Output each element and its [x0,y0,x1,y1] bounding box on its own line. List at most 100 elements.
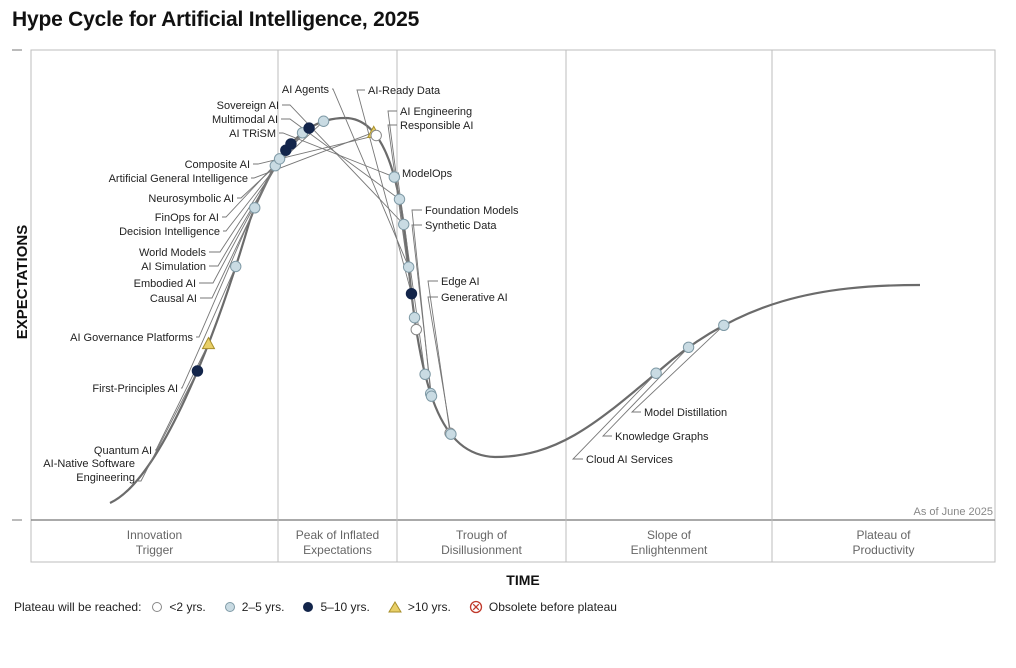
leader-line-ai-governance-platforms [196,207,256,338]
tech-marker-modelops [419,368,431,380]
leader-line-synthetic-data [411,224,432,397]
tech-marker-knowledge-graphs [682,341,695,354]
legend-item-lt2: <2 yrs. [151,600,206,614]
tech-marker-ai-governance-platforms [249,202,261,214]
tech-label-artificial-general-intelligence: Artificial General Intelligence [109,173,248,185]
tech-marker-first-principles-ai [230,260,242,273]
tech-label-edge-ai: Edge AI [441,276,480,288]
tech-marker-composite-ai [370,129,382,142]
tech-label-cloud-ai-services: Cloud AI Services [586,454,673,466]
x-axis-label: TIME [506,572,539,588]
legend-title: Plateau will be reached: [14,600,142,614]
tech-marker-generative-ai [445,428,457,440]
tech-marker-embodied-ai [273,153,286,165]
phase-label-plateau-of-productivity: Plateau of Productivity [852,528,914,557]
tech-marker-world-models [285,138,297,150]
tech-label-responsible-ai: Responsible AI [400,120,473,132]
tech-marker-ai-trism [388,171,401,183]
tech-label-ai-governance-platforms: AI Governance Platforms [70,332,193,344]
leader-line-multimodal-ai [281,118,400,200]
leader-line-ai-agents [332,88,410,268]
leader-line-sovereign-ai [282,104,405,225]
lightblue-circle-icon [224,602,235,612]
tech-label-modelops: ModelOps [402,168,453,180]
leader-line-generative-ai [427,296,452,435]
white-circle-icon [152,602,163,612]
tech-label-first-principles-ai: First-Principles AI [92,383,178,395]
tech-label-embodied-ai: Embodied AI [134,278,196,290]
as-of-note: As of June 2025 [913,506,993,518]
legend-item-gt10: >10 yrs. [387,600,451,614]
leader-line-embodied-ai [199,158,280,284]
phase-labels: Innovation Trigger Peak of Inflated Expecta… [127,528,915,557]
plot-border [30,49,996,563]
phase-label-slope-of-enlightenment: Slope of Enlightenment [631,528,708,557]
plot-frame [12,49,996,563]
leader-line-model-distillation [630,324,725,413]
tech-label-generative-ai: Generative AI [441,292,508,304]
tech-marker-model-distillation [718,319,730,331]
tech-label-model-distillation: Model Distillation [644,407,727,419]
tech-label-finops-for-ai: FinOps for AI [155,212,219,224]
chart-title: Hype Cycle for Artificial Intelligence, … [12,8,420,31]
legend-label-obsolete: Obsolete before plateau [488,600,617,614]
leader-line-ai-ready-data [356,89,412,294]
yellow-triangle-icon [387,601,402,613]
tech-label-ai-agents: AI Agents [282,84,330,96]
legend-label-lt2: <2 yrs. [169,600,206,614]
phase-label-peak-of-inflated-expectations: Peak of Inflated Expectations [296,528,379,557]
tech-label-composite-ai: Composite AI [185,159,250,171]
legend-label-gt10: >10 yrs. [407,600,451,614]
tech-label-ai-native-software-engineering: AI-Native Software Engineering [43,458,135,484]
tech-marker-cloud-ai-services [650,367,662,379]
leader-line-ai-trism [279,132,395,178]
tech-label-sovereign-ai: Sovereign AI [217,100,279,112]
tech-marker-ai-ready-data [405,287,418,300]
red-x-circle-icon [469,600,483,614]
tech-marker-ai-engineering [408,311,421,324]
legend-label-5to10: 5–10 yrs. [320,600,370,614]
leader-line-responsible-ai [387,124,417,330]
leader-line-ai-native-software-engineering [138,370,198,482]
tech-marker-neurosymbolic-ai [317,115,330,127]
tech-marker-ai-native-software-engineering [191,365,204,377]
phase-label-innovation-trigger: Innovation Trigger [127,528,182,557]
legend-item-2to5: 2–5 yrs. [224,600,284,614]
leader-line-quantum-ai [155,343,209,451]
tech-marker-finops-for-ai [303,122,315,134]
legend-item-obsolete: Obsolete before plateau [469,600,617,614]
y-axis-label: EXPECTATIONS [14,225,31,339]
tech-label-ai-engineering: AI Engineering [400,106,472,118]
leader-line-edge-ai [427,280,451,434]
leader-line-artificial-general-intelligence [251,131,374,179]
tech-label-knowledge-graphs: Knowledge Graphs [615,431,709,443]
legend-item-5to10: 5–10 yrs. [302,600,370,614]
tech-marker-responsible-ai [410,323,422,336]
tech-label-foundation-models: Foundation Models [425,205,519,217]
leader-line-composite-ai [253,135,377,165]
legend: Plateau will be reached: <2 yrs. 2–5 yrs… [14,597,635,617]
leader-line-ai-simulation [209,149,287,267]
leader-line-neurosymbolic-ai [237,120,324,199]
tech-label-neurosymbolic-ai: Neurosymbolic AI [148,193,234,205]
navy-circle-icon [303,602,314,612]
leader-line-first-principles-ai [181,266,237,389]
tech-marker-ai-agents [402,261,415,273]
tech-label-synthetic-data: Synthetic Data [425,220,497,232]
tech-label-multimodal-ai: Multimodal AI [212,114,278,126]
tech-marker-multimodal-ai [393,193,406,205]
tech-marker-synthetic-data [425,390,438,402]
leader-lines [138,88,725,482]
tech-label-causal-ai: Causal AI [150,293,197,305]
tech-marker-sovereign-ai [398,218,410,231]
leader-line-ai-engineering [387,110,415,318]
leader-line-cloud-ai-services [571,372,657,460]
tech-label-decision-intelligence: Decision Intelligence [119,226,220,238]
leader-line-world-models [209,143,292,253]
hype-cycle-chart: Innovation Trigger Peak of Inflated Expecta… [12,49,996,588]
tech-label-ai-ready-data: AI-Ready Data [368,85,441,97]
phase-label-trough-of-disillusionment: Trough of Disillusionment [441,528,522,557]
tech-label-quantum-ai: Quantum AI [94,445,152,457]
tech-label-ai-trism: AI TRiSM [229,128,276,140]
